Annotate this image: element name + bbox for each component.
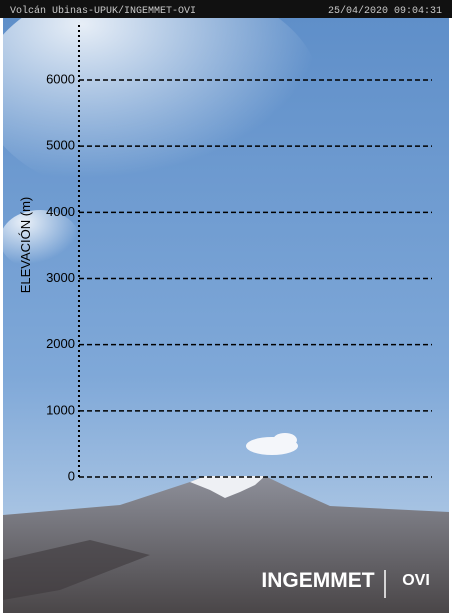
ridge [3, 540, 150, 600]
logo-ovi: OVI [402, 572, 430, 589]
tick-label: 0 [68, 468, 75, 483]
volcano [3, 476, 449, 613]
camera-name: Volcán Ubinas-UPUK/INGEMMET-OVI [10, 5, 196, 17]
cirrus-cloud [0, 210, 80, 270]
tick-label: 2000 [46, 336, 75, 351]
snow-cap [190, 476, 265, 498]
tick-label: 3000 [46, 270, 75, 285]
cirrus-cloud [0, 0, 320, 200]
tick-label: 6000 [46, 71, 75, 86]
tick-label: 4000 [46, 204, 75, 219]
logo-ingemmet: INGEMMET [261, 569, 374, 592]
tick-label: 1000 [46, 402, 75, 417]
header-bar [0, 0, 452, 18]
timestamp: 25/04/2020 09:04:31 [328, 5, 442, 17]
axis-label: ELEVACIÓN (m) [18, 197, 33, 294]
tick-label: 5000 [46, 138, 75, 153]
cloud [273, 433, 297, 447]
